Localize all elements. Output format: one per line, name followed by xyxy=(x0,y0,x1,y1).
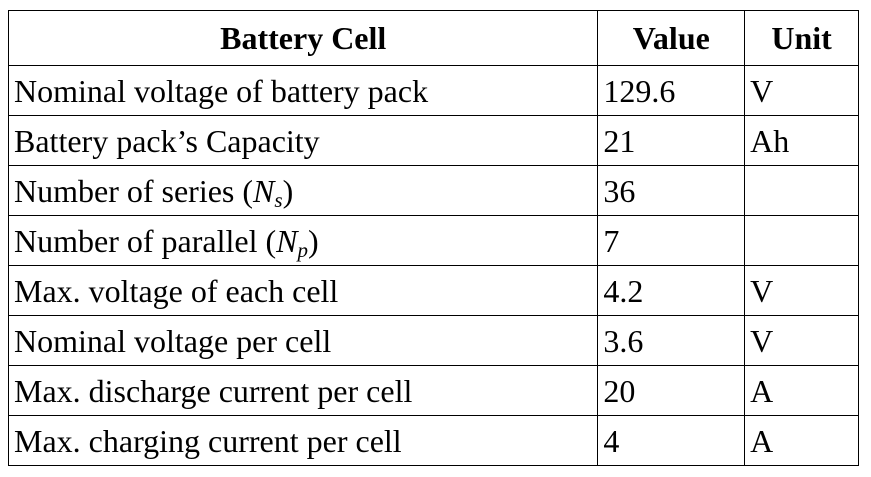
table-cell: 20 xyxy=(597,365,746,416)
header-cell: Battery Cell xyxy=(7,10,599,66)
table-row: Max. voltage of each cell 4.2 V xyxy=(7,265,859,316)
subscript: p xyxy=(297,237,308,262)
table-cell: 7 xyxy=(597,215,746,266)
table-cell xyxy=(744,165,859,216)
header-cell: Value xyxy=(597,10,746,66)
table-row: Max. discharge current per cell 20 A xyxy=(7,365,859,416)
variable: N xyxy=(253,172,275,209)
table-cell: V xyxy=(744,315,859,366)
table-cell: Max. discharge current per cell xyxy=(7,365,599,416)
battery-table: Battery Cell Value Unit Nominal voltage of… xyxy=(7,10,859,466)
table-cell: 36 xyxy=(597,165,746,216)
table-row: Nominal voltage of battery pack 129.6 V xyxy=(7,65,859,116)
table-cell: Battery pack’s Capacity xyxy=(7,115,599,166)
table-body: Nominal voltage of battery pack 129.6 V Bat… xyxy=(7,65,859,466)
table-cell: 3.6 xyxy=(597,315,746,366)
header-row: Battery Cell Value Unit xyxy=(7,10,859,66)
table-cell: 21 xyxy=(597,115,746,166)
table-cell: Ah xyxy=(744,115,859,166)
table-row: Battery pack’s Capacity 21 Ah xyxy=(7,115,859,166)
table-cell: Nominal voltage of battery pack xyxy=(7,65,599,116)
label-text: ) xyxy=(307,222,319,259)
table-cell xyxy=(744,215,859,266)
table-cell: 129.6 xyxy=(597,65,746,116)
variable: N xyxy=(276,222,298,259)
table-cell: 4.2 xyxy=(597,265,746,316)
label-text: Number of parallel ( xyxy=(14,222,277,259)
table-row: Nominal voltage per cell 3.6 V xyxy=(7,315,859,366)
table-cell: A xyxy=(744,365,859,416)
label-text: ) xyxy=(282,172,294,209)
subscript: s xyxy=(274,187,283,212)
label-text: Number of series ( xyxy=(14,172,254,209)
table-row: Max. charging current per cell 4 A xyxy=(7,415,859,466)
table-cell: V xyxy=(744,265,859,316)
table-cell: A xyxy=(744,415,859,466)
table-cell: Number of series (Ns) xyxy=(7,165,599,216)
table-cell: V xyxy=(744,65,859,116)
table-cell: 4 xyxy=(597,415,746,466)
table-cell: Max. charging current per cell xyxy=(7,415,599,466)
table-cell: Nominal voltage per cell xyxy=(7,315,599,366)
header-cell: Unit xyxy=(744,10,859,66)
table-row: Number of parallel (Np) 7 xyxy=(7,215,859,266)
table-cell: Number of parallel (Np) xyxy=(7,215,599,266)
table-row: Number of series (Ns) 36 xyxy=(7,165,859,216)
table-cell: Max. voltage of each cell xyxy=(7,265,599,316)
